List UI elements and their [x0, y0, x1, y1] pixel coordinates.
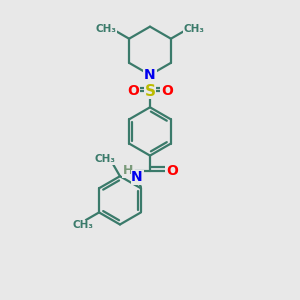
Text: N: N: [131, 170, 143, 184]
Text: S: S: [145, 84, 155, 99]
Text: CH₃: CH₃: [95, 24, 116, 34]
Text: CH₃: CH₃: [94, 154, 116, 164]
Text: CH₃: CH₃: [73, 220, 94, 230]
Text: H: H: [123, 164, 134, 177]
Text: O: O: [166, 164, 178, 178]
Text: O: O: [161, 84, 173, 98]
Text: CH₃: CH₃: [184, 24, 205, 34]
Text: O: O: [127, 84, 139, 98]
Text: N: N: [144, 68, 156, 82]
